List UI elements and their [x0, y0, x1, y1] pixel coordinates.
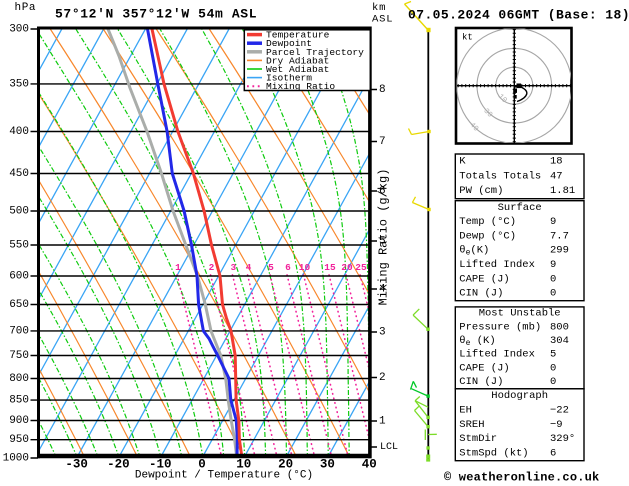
svg-text:K: K	[459, 155, 466, 167]
svg-text:Totals Totals: Totals Totals	[459, 170, 541, 182]
svg-text:7.7: 7.7	[550, 230, 569, 242]
svg-text:18: 18	[550, 155, 563, 167]
svg-text:PW (cm): PW (cm)	[459, 185, 503, 197]
svg-text:© weatheronline.co.uk: © weatheronline.co.uk	[444, 471, 599, 485]
svg-text:Temperature: Temperature	[266, 30, 330, 41]
svg-text:7: 7	[379, 136, 386, 148]
svg-text:20: 20	[341, 262, 353, 273]
svg-text:850: 850	[9, 395, 29, 407]
svg-text:30: 30	[320, 458, 335, 472]
svg-text:km: km	[372, 2, 386, 14]
svg-text:9: 9	[550, 216, 556, 228]
svg-text:450: 450	[9, 168, 29, 180]
svg-text:1.81: 1.81	[550, 185, 575, 197]
svg-text:Isotherm: Isotherm	[266, 73, 312, 84]
svg-text:CIN (J): CIN (J)	[459, 288, 503, 300]
svg-text:1000: 1000	[3, 453, 29, 465]
svg-text:Lifted Index: Lifted Index	[459, 259, 535, 271]
svg-text:3: 3	[379, 327, 386, 339]
svg-text:1: 1	[175, 262, 181, 273]
svg-text:kt: kt	[462, 33, 473, 43]
svg-text:Dewpoint / Temperature (°C): Dewpoint / Temperature (°C)	[135, 470, 313, 482]
svg-text:StmSpd (kt): StmSpd (kt)	[459, 448, 528, 460]
svg-text:-30: -30	[65, 458, 88, 472]
svg-text:Mixing Ratio: Mixing Ratio	[266, 81, 335, 92]
svg-text:SREH: SREH	[459, 419, 484, 431]
svg-text:θe (K): θe (K)	[459, 335, 495, 348]
svg-text:LCL: LCL	[380, 442, 398, 453]
svg-text:10: 10	[236, 458, 251, 472]
svg-text:900: 900	[9, 415, 29, 427]
svg-text:Parcel Trajectory: Parcel Trajectory	[266, 47, 364, 58]
svg-text:Dewp (°C): Dewp (°C)	[459, 230, 516, 242]
svg-text:550: 550	[9, 240, 29, 252]
svg-text:Pressure (mb): Pressure (mb)	[459, 321, 541, 333]
svg-text:0: 0	[550, 273, 556, 285]
svg-text:5: 5	[379, 236, 386, 248]
svg-text:Wet Adiabat: Wet Adiabat	[266, 64, 329, 75]
svg-text:9: 9	[550, 259, 556, 271]
svg-text:Hodograph: Hodograph	[491, 390, 548, 402]
svg-text:2: 2	[209, 262, 215, 273]
svg-text:700: 700	[9, 325, 29, 337]
svg-text:400: 400	[9, 126, 29, 138]
svg-text:25: 25	[355, 262, 367, 273]
svg-text:Dry Adiabat: Dry Adiabat	[266, 55, 329, 66]
svg-text:0: 0	[198, 458, 206, 472]
svg-text:θe(K): θe(K)	[459, 245, 489, 258]
svg-text:10: 10	[299, 262, 311, 273]
svg-text:304: 304	[550, 335, 569, 347]
svg-text:Surface: Surface	[498, 202, 542, 214]
svg-text:Lifted Index: Lifted Index	[459, 349, 535, 361]
svg-text:1: 1	[379, 416, 386, 428]
svg-text:Most Unstable: Most Unstable	[479, 308, 561, 320]
svg-text:CAPE (J): CAPE (J)	[459, 362, 509, 374]
svg-text:StmDir: StmDir	[459, 433, 497, 445]
svg-text:40: 40	[362, 458, 377, 472]
svg-text:4: 4	[246, 262, 252, 273]
svg-text:−22: −22	[550, 404, 569, 416]
svg-text:329°: 329°	[550, 433, 575, 445]
svg-text:3: 3	[231, 262, 237, 273]
svg-text:650: 650	[9, 299, 29, 311]
svg-text:Mixing Ratio (g/kg): Mixing Ratio (g/kg)	[377, 169, 391, 306]
svg-text:0: 0	[550, 376, 556, 388]
svg-text:-10: -10	[149, 458, 172, 472]
svg-text:8: 8	[379, 84, 386, 96]
svg-text:Dewpoint: Dewpoint	[266, 38, 312, 49]
svg-text:EH: EH	[459, 404, 472, 416]
svg-text:5: 5	[268, 262, 274, 273]
svg-text:500: 500	[9, 206, 29, 218]
svg-text:600: 600	[9, 271, 29, 283]
svg-text:47: 47	[550, 170, 563, 182]
svg-text:2: 2	[379, 372, 386, 384]
svg-text:57°12'N 357°12'W 54m ASL: 57°12'N 357°12'W 54m ASL	[55, 7, 257, 22]
svg-text:6: 6	[550, 448, 556, 460]
svg-text:0: 0	[550, 362, 556, 374]
svg-text:6: 6	[285, 262, 291, 273]
svg-text:5: 5	[550, 349, 556, 361]
svg-text:CAPE (J): CAPE (J)	[459, 273, 509, 285]
svg-text:300: 300	[9, 24, 29, 36]
svg-text:750: 750	[9, 350, 29, 362]
svg-text:299: 299	[550, 245, 569, 257]
svg-text:6: 6	[379, 186, 386, 198]
svg-text:350: 350	[9, 78, 29, 90]
svg-text:07.05.2024 06GMT (Base: 18): 07.05.2024 06GMT (Base: 18)	[408, 8, 629, 23]
svg-text:hPa: hPa	[15, 2, 37, 14]
svg-text:ASL: ASL	[372, 14, 393, 26]
svg-text:Temp (°C): Temp (°C)	[459, 216, 516, 228]
svg-text:4: 4	[379, 284, 386, 296]
svg-text:15: 15	[324, 262, 336, 273]
svg-text:20: 20	[278, 458, 293, 472]
svg-text:800: 800	[550, 321, 569, 333]
svg-text:950: 950	[9, 434, 29, 446]
svg-text:-20: -20	[107, 458, 130, 472]
svg-text:CIN (J): CIN (J)	[459, 376, 503, 388]
svg-text:−9: −9	[550, 419, 563, 431]
svg-text:0: 0	[550, 288, 556, 300]
svg-text:800: 800	[9, 373, 29, 385]
